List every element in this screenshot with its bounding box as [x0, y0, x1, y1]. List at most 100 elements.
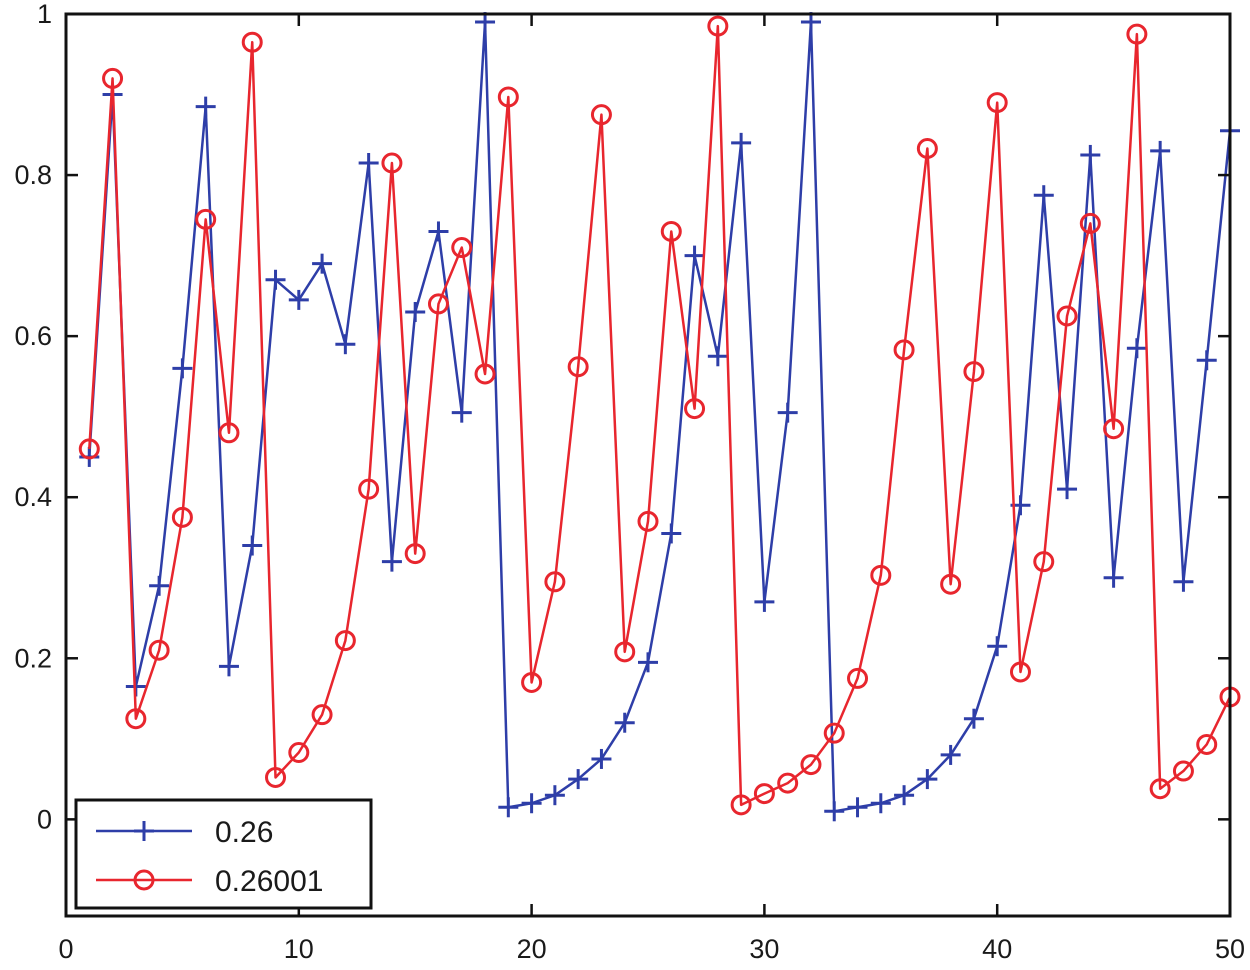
data-point — [916, 137, 938, 159]
data-point — [451, 237, 473, 259]
data-point — [637, 510, 659, 532]
data-point — [730, 794, 752, 816]
data-point — [544, 571, 566, 593]
data-point — [590, 104, 612, 126]
data-point — [614, 641, 636, 663]
data-point — [1173, 571, 1194, 592]
data-point — [567, 356, 589, 378]
data-point — [218, 422, 240, 444]
data-point — [1080, 144, 1101, 165]
y-tick-label: 0.4 — [14, 482, 52, 512]
data-point — [218, 656, 239, 677]
x-tick-label: 40 — [982, 934, 1012, 964]
series-layer — [78, 12, 1241, 822]
data-point — [288, 742, 310, 764]
data-point — [1009, 661, 1031, 683]
data-point — [1126, 23, 1148, 45]
y-tick-label: 1 — [37, 0, 52, 29]
data-point — [823, 722, 845, 744]
data-point — [894, 785, 915, 806]
legend-marker-circle — [133, 869, 155, 891]
series-line — [88, 24, 1232, 807]
data-point — [1103, 418, 1125, 440]
data-point — [963, 361, 985, 383]
data-point — [568, 769, 589, 790]
data-point — [893, 339, 915, 361]
series-0-26 — [79, 12, 1240, 822]
data-point — [986, 92, 1008, 114]
y-tick-label: 0.2 — [14, 643, 52, 673]
data-point — [544, 785, 565, 806]
data-point — [987, 636, 1008, 657]
y-tick-label: 0.8 — [14, 160, 52, 190]
data-point — [242, 535, 263, 556]
data-point — [427, 293, 449, 315]
data-point — [707, 15, 729, 37]
data-point — [404, 543, 426, 565]
data-point — [312, 253, 333, 274]
y-tick-label: 0.6 — [14, 321, 52, 351]
data-point — [102, 67, 124, 89]
data-point — [1126, 338, 1147, 359]
data-point — [498, 797, 519, 818]
legend: 0.26 0.26001 — [74, 798, 373, 910]
data-point — [638, 652, 658, 673]
data-point — [800, 754, 822, 776]
data-point — [521, 671, 543, 693]
data-point — [754, 591, 775, 612]
x-tick-label: 20 — [517, 934, 547, 964]
data-point — [847, 667, 869, 689]
x-tick-label: 10 — [284, 934, 314, 964]
data-point — [753, 783, 775, 805]
ticks-layer: 0 10 20 30 40 50 0 0.2 0.4 0.6 0.8 1 — [14, 0, 1245, 964]
data-point — [660, 220, 682, 242]
data-point — [917, 769, 938, 790]
data-point — [963, 708, 984, 729]
data-point — [148, 639, 170, 661]
data-point — [358, 152, 379, 173]
data-point — [824, 801, 845, 822]
data-point — [405, 301, 426, 322]
data-point — [707, 346, 728, 367]
legend-marker-plus — [134, 821, 154, 841]
data-point — [497, 86, 519, 108]
plot-area — [66, 14, 1230, 916]
data-point — [591, 748, 612, 769]
data-point — [428, 221, 449, 242]
data-point — [1149, 778, 1171, 800]
data-point — [1150, 140, 1171, 161]
data-point — [195, 208, 217, 230]
data-point — [195, 96, 216, 117]
series-0-26001 — [78, 15, 1241, 816]
data-point — [1033, 185, 1054, 206]
data-point — [78, 438, 100, 460]
y-tick-label: 0 — [37, 804, 52, 834]
data-point — [870, 564, 892, 586]
data-point — [381, 551, 402, 572]
data-point — [940, 744, 961, 765]
x-tick-label: 30 — [749, 934, 779, 964]
legend-label-0-26001: 0.26001 — [215, 865, 323, 898]
data-point — [171, 506, 193, 528]
legend-entry-0-26001: 0.26001 — [96, 865, 323, 898]
data-point — [731, 132, 752, 153]
data-point — [1196, 350, 1217, 371]
data-point — [125, 708, 147, 730]
data-point — [521, 793, 542, 814]
data-point — [1033, 551, 1055, 573]
data-point — [1057, 479, 1078, 500]
x-tick-label: 0 — [58, 934, 73, 964]
legend-box — [74, 798, 373, 910]
series-line — [88, 20, 1232, 813]
data-point — [335, 334, 356, 355]
data-point — [614, 712, 635, 733]
data-point — [241, 31, 263, 53]
data-point — [358, 478, 380, 500]
legend-label-0-26: 0.26 — [215, 816, 273, 849]
data-point — [1172, 760, 1194, 782]
data-point — [684, 398, 706, 420]
data-point — [265, 269, 286, 290]
data-point — [870, 793, 891, 814]
data-point — [474, 363, 496, 385]
